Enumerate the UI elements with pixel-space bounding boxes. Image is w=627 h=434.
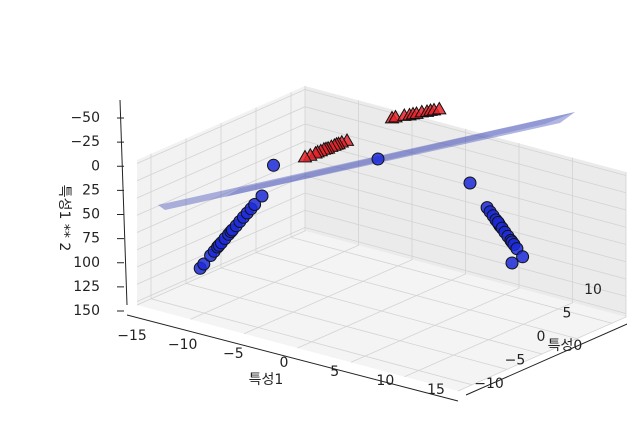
grid-line-y bbox=[457, 172, 627, 392]
data-point-circle bbox=[505, 256, 519, 270]
x-tick-label: −5 bbox=[505, 353, 526, 369]
chart-axes bbox=[117, 99, 627, 402]
y-tick-label: −10 bbox=[168, 337, 198, 353]
z-tick-label: −50 bbox=[70, 110, 100, 126]
z-tick-label: 100 bbox=[73, 255, 100, 271]
y-tick-label: 15 bbox=[427, 382, 445, 398]
z-tick-label: 50 bbox=[82, 207, 100, 223]
grid-line-y bbox=[297, 129, 466, 349]
y-axis-title: 특성1 bbox=[249, 372, 284, 388]
data-point-triangle bbox=[297, 149, 313, 163]
y-tick-label: 10 bbox=[376, 373, 394, 389]
data-point-circle bbox=[255, 189, 269, 203]
grid-line-y bbox=[190, 100, 359, 320]
grid-line-y bbox=[243, 114, 413, 335]
grid-line-y bbox=[404, 157, 573, 378]
data-point-circle bbox=[463, 176, 477, 190]
z-tick-label: 75 bbox=[82, 231, 100, 247]
data-point-circle bbox=[267, 158, 280, 172]
y-tick-label: −5 bbox=[223, 346, 244, 362]
z-axis-line bbox=[119, 99, 128, 306]
data-point-circle bbox=[371, 152, 385, 166]
data-point-circle bbox=[248, 198, 262, 211]
data-point-circle bbox=[516, 250, 530, 264]
chart-grid bbox=[136, 86, 627, 392]
x-tick-label: 10 bbox=[584, 282, 602, 298]
x-axis-title: 특성0 bbox=[548, 338, 583, 354]
y-axis-line bbox=[126, 314, 459, 402]
x-tick-label: 5 bbox=[563, 306, 572, 322]
x-axis-line bbox=[465, 323, 627, 396]
y-tick-label: −15 bbox=[117, 328, 147, 344]
z-tick-label: −25 bbox=[70, 134, 100, 150]
grid-line-y bbox=[350, 143, 520, 363]
grid-line-y bbox=[136, 86, 306, 306]
x-tick-label: −10 bbox=[474, 376, 504, 392]
z-axis-title: 특성1 ** 2 bbox=[56, 185, 72, 251]
decision-hyperplane bbox=[158, 112, 575, 210]
z-tick-label: 125 bbox=[73, 279, 100, 295]
z-tick-label: 150 bbox=[73, 303, 100, 319]
x-tick-label: 0 bbox=[537, 329, 546, 345]
decision-hyperplane-shade bbox=[225, 112, 575, 197]
data-point-triangle bbox=[431, 101, 447, 115]
chart-points bbox=[193, 101, 530, 275]
y-tick-label: 5 bbox=[330, 364, 339, 380]
data-point-circle bbox=[197, 257, 211, 271]
y-tick-label: 0 bbox=[280, 355, 289, 371]
z-tick-label: 25 bbox=[82, 182, 100, 198]
z-tick-label: 0 bbox=[91, 158, 100, 174]
